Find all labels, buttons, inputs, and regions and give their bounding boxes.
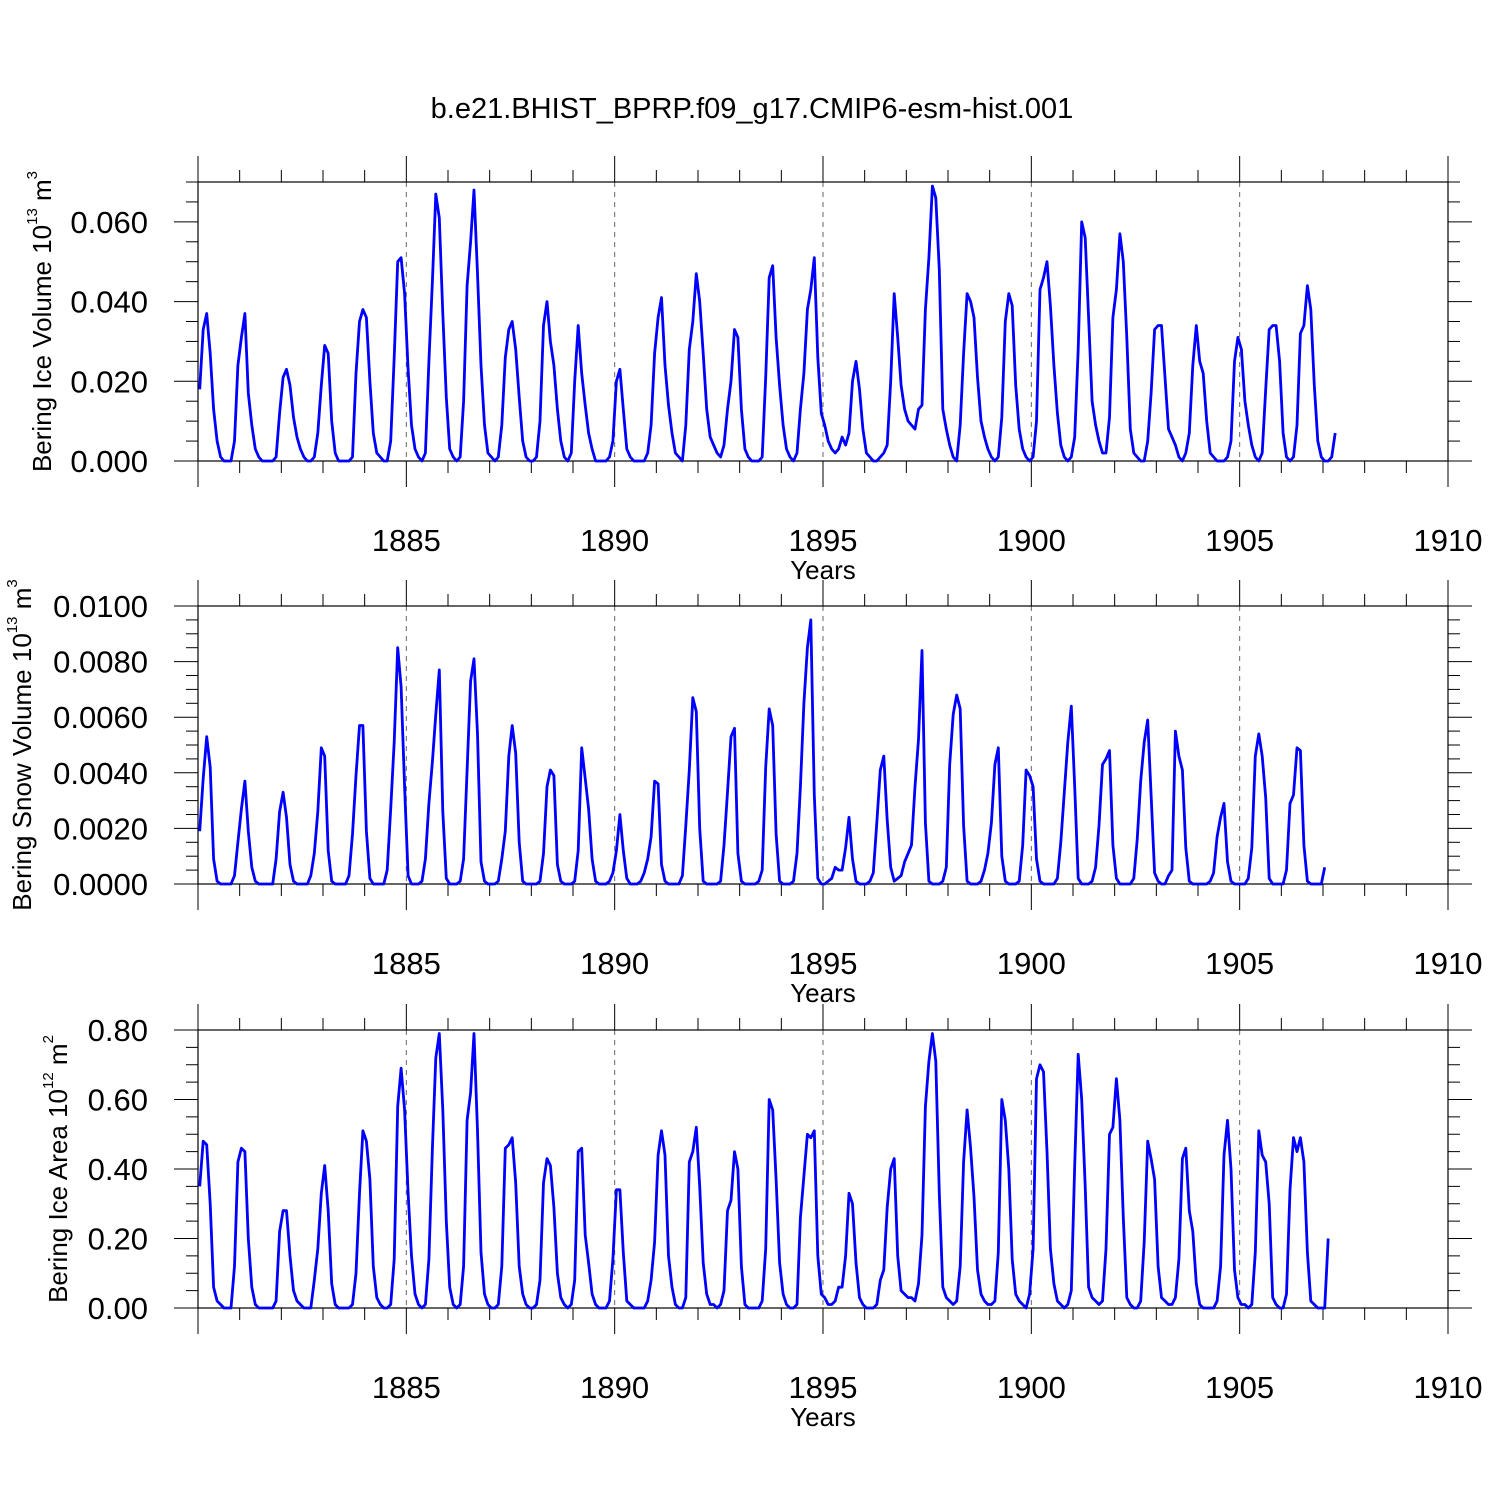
y-tick-label: 0.40: [88, 1152, 148, 1187]
series-line-snow-volume: [198, 618, 1327, 886]
y-tick-label: 0.0020: [53, 811, 148, 846]
x-tick-label: 1910: [1414, 1370, 1483, 1405]
y-tick-label: 0.00: [88, 1291, 148, 1326]
x-tick-label: 1905: [1205, 1370, 1274, 1405]
x-tick-label: 1890: [580, 523, 649, 558]
x-tick-label: 1885: [372, 523, 441, 558]
y-tick-label: 0.040: [70, 285, 148, 320]
x-axis-label: Years: [790, 978, 856, 1008]
chart-panels: 1885 1890 1895 1900 1905 1910 0.000 0.020 0.040 0…: [4, 156, 1483, 1432]
y-axis-label: Bering Ice Volume 1013 m3: [24, 171, 58, 472]
x-tick-label: 1900: [997, 1370, 1066, 1405]
series-line-ice-volume: [198, 184, 1337, 463]
x-tick-label: 1910: [1414, 523, 1483, 558]
y-tick-label: 0.80: [88, 1013, 148, 1048]
y-axis-label: Bering Snow Volume 1013 m3: [4, 579, 38, 910]
panel-ice-area: 1885 1890 1895 1900 1905 1910 0.00 0.20 0.40 0.60…: [40, 1004, 1483, 1432]
x-tick-label: 1895: [789, 1370, 858, 1405]
x-axis-label: Years: [790, 1402, 856, 1432]
y-tick-label: 0.020: [70, 364, 148, 399]
series-line-ice-area: [198, 1032, 1330, 1310]
x-tick-label: 1905: [1205, 523, 1274, 558]
panel-snow-volume: 1885 1890 1895 1900 1905 1910 0.0000 0.0020 0.00…: [4, 579, 1483, 1008]
y-tick-label: 0.60: [88, 1083, 148, 1118]
panel-ice-volume: 1885 1890 1895 1900 1905 1910 0.000 0.020 0.040 0…: [24, 156, 1483, 585]
x-tick-label: 1905: [1205, 946, 1274, 981]
figure-title: b.e21.BHIST_BPRP.f09_g17.CMIP6-esm-hist.…: [431, 93, 1074, 125]
x-tick-label: 1890: [580, 946, 649, 981]
y-tick-label: 0.20: [88, 1222, 148, 1257]
y-tick-label: 0.0060: [53, 700, 148, 735]
x-tick-label: 1900: [997, 946, 1066, 981]
y-tick-label: 0.0040: [53, 756, 148, 791]
x-tick-label: 1890: [580, 1370, 649, 1405]
y-tick-label: 0.0000: [53, 867, 148, 902]
x-tick-label: 1885: [372, 1370, 441, 1405]
x-tick-label: 1910: [1414, 946, 1483, 981]
x-tick-label: 1895: [789, 523, 858, 558]
y-tick-label: 0.000: [70, 444, 148, 479]
y-tick-label: 0.060: [70, 205, 148, 240]
y-tick-label: 0.0080: [53, 645, 148, 680]
x-tick-label: 1885: [372, 946, 441, 981]
y-tick-label: 0.0100: [53, 589, 148, 624]
x-tick-label: 1895: [789, 946, 858, 981]
x-tick-label: 1900: [997, 523, 1066, 558]
y-axis-label: Bering Ice Area 1012 m2: [40, 1035, 74, 1303]
